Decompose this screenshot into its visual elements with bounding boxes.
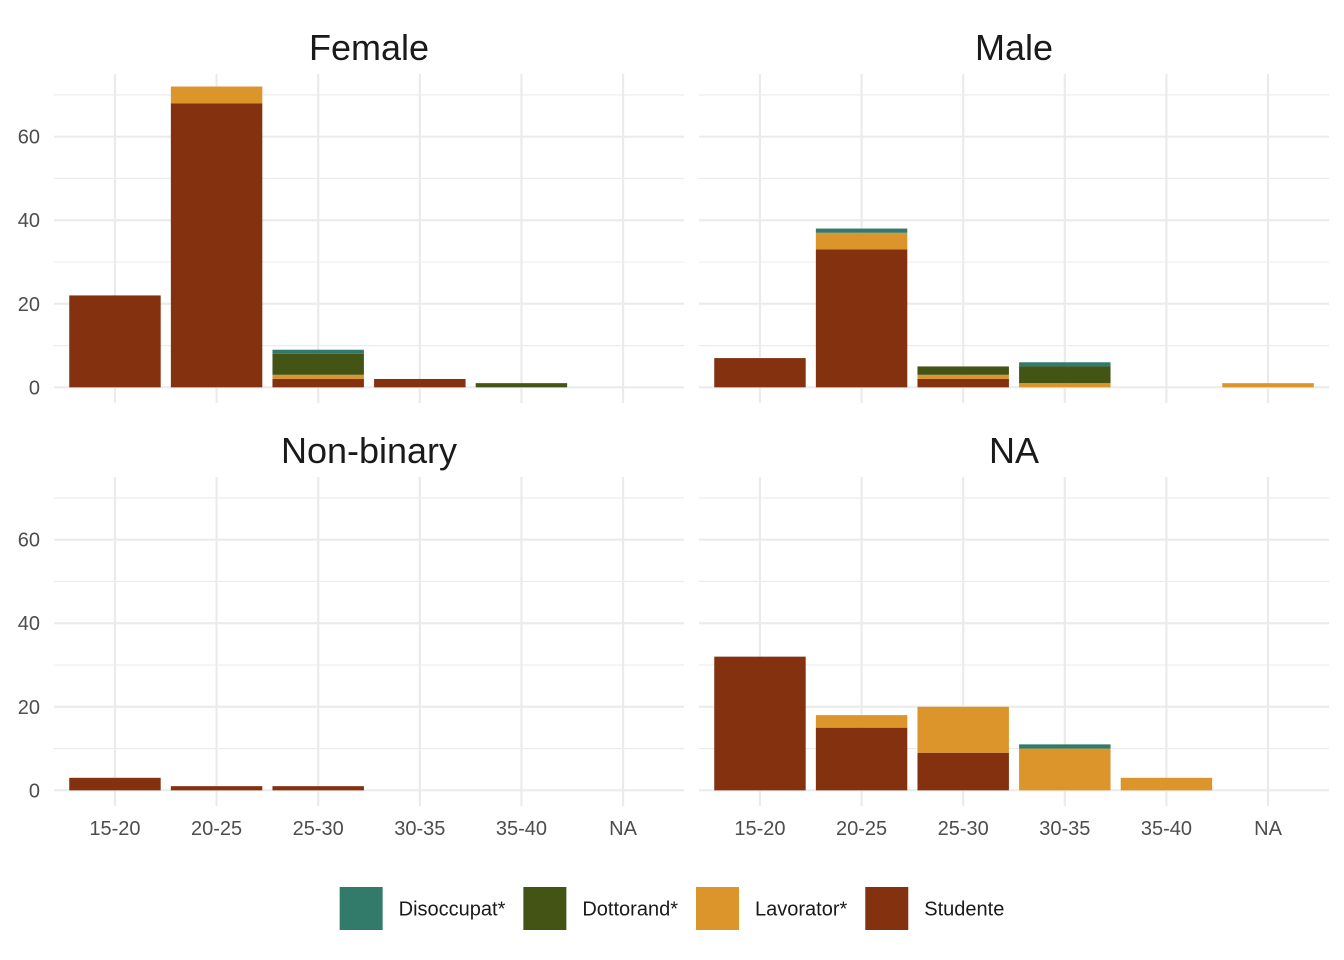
facet-panel-0: Female 0 20 40 60 (18, 27, 684, 403)
bar-studente-25-30 (272, 786, 364, 791)
x-tick-label: 30-35 (394, 818, 445, 840)
x-tick-label: 25-30 (293, 818, 344, 840)
bar-dottorand-25-30 (917, 366, 1009, 375)
x-tick-label: NA (1254, 818, 1282, 840)
bar-lavorator-20-25 (815, 715, 908, 728)
y-tick-label: 60 (18, 530, 40, 552)
x-tick-label: 35-40 (1141, 818, 1192, 840)
y-tick-label: 20 (18, 294, 40, 316)
bar-studente-25-30 (272, 378, 364, 388)
y-tick-label: 60 (18, 127, 40, 149)
legend-key-studente (865, 887, 909, 930)
facet-title: Male (975, 27, 1053, 68)
bar-studente-20-25 (815, 727, 908, 791)
bar-lavorator-25-30 (917, 706, 1009, 753)
y-tick-label: 40 (18, 210, 40, 232)
legend-key-disoccupat (339, 887, 383, 930)
bar-studente-20-25 (170, 786, 263, 791)
x-tick-label: 25-30 (938, 818, 989, 840)
facet-panel-1: Male (699, 27, 1329, 403)
bar-studente-15-20 (714, 358, 806, 388)
bar-studente-25-30 (917, 378, 1009, 388)
bar-studente-30-35 (374, 378, 466, 388)
bar-studente-15-20 (69, 777, 161, 791)
bar-dottorand-30-35 (1019, 366, 1111, 384)
bar-lavorator-25-30 (917, 374, 1009, 379)
facet-title: Female (309, 27, 429, 68)
bar-disoccupat-25-30 (272, 349, 364, 354)
legend-label-studente: Studente (924, 899, 1004, 921)
bar-lavorator-35-40 (1120, 777, 1213, 791)
bar-studente-20-25 (815, 249, 908, 388)
x-tick-label: 15-20 (734, 818, 785, 840)
y-tick-label: 40 (18, 613, 40, 635)
bar-studente-20-25 (170, 103, 263, 388)
x-tick-label: 35-40 (496, 818, 547, 840)
bar-lavorator-20-25 (815, 232, 908, 250)
bar-lavorator-20-25 (170, 86, 263, 104)
bar-disoccupat-30-35 (1019, 362, 1111, 367)
facet-panel-2: Non-binary 0 20 40 60 15-20 20-25 25-30 30-35 35-… (18, 430, 684, 840)
bar-dottorand-35-40 (475, 383, 568, 388)
bar-lavorator-NA (1222, 383, 1314, 388)
bar-lavorator-30-35 (1019, 748, 1111, 791)
facet-panel-3: NA 15-20 20-25 25-30 30-35 35-40 NA (699, 430, 1329, 840)
x-tick-label: 30-35 (1039, 818, 1090, 840)
facet-title: NA (989, 430, 1039, 471)
y-tick-label: 20 (18, 697, 40, 719)
facet-title: Non-binary (281, 430, 457, 471)
legend: Disoccupat* Dottorand* Lavorator* Studente (339, 887, 1004, 930)
legend-label-dottorand: Dottorand* (582, 899, 678, 921)
bar-lavorator-30-35 (1019, 383, 1111, 388)
bar-lavorator-25-30 (272, 374, 364, 379)
x-tick-label: 20-25 (836, 818, 887, 840)
y-tick-label: 0 (29, 377, 40, 399)
legend-key-dottorand (523, 887, 567, 930)
bar-studente-25-30 (917, 752, 1009, 791)
bar-disoccupat-20-25 (815, 228, 908, 233)
bar-studente-15-20 (69, 295, 161, 388)
x-tick-label: 20-25 (191, 818, 242, 840)
bar-studente-15-20 (714, 656, 806, 791)
legend-label-disoccupat: Disoccupat* (399, 899, 506, 921)
bar-disoccupat-30-35 (1019, 744, 1111, 749)
bar-dottorand-25-30 (272, 353, 364, 375)
legend-label-lavorator: Lavorator* (755, 899, 847, 921)
legend-key-lavorator (695, 887, 739, 930)
x-tick-label: NA (609, 818, 637, 840)
x-tick-label: 15-20 (89, 818, 140, 840)
y-tick-label: 0 (29, 780, 40, 802)
